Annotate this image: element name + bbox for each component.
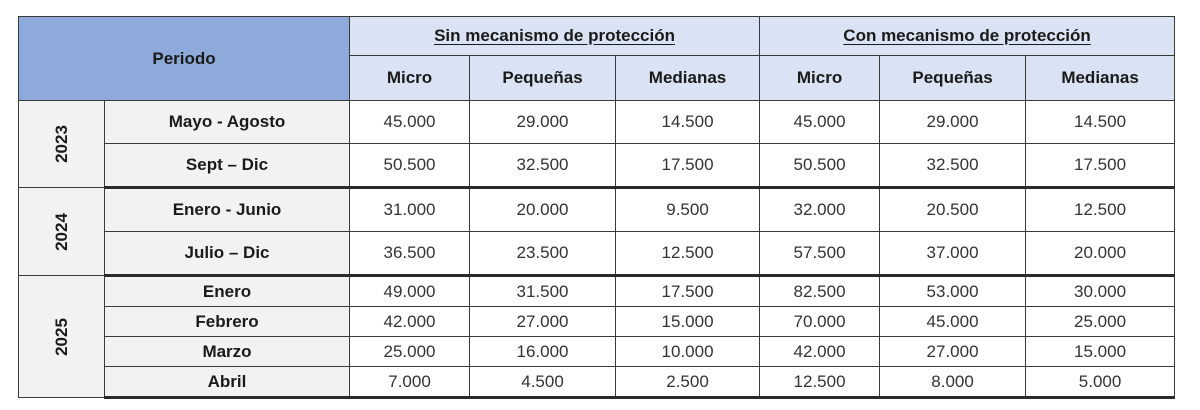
period-label: Sept – Dic: [103, 143, 351, 189]
value-cell: 27.000: [879, 336, 1027, 367]
value-cell: 45.000: [879, 306, 1027, 337]
year-label: 2023: [18, 100, 105, 188]
period-label: Mayo - Agosto: [103, 100, 351, 144]
col-header-pequenas: Pequeñas: [469, 55, 617, 101]
table-row: Febrero 42.000 27.000 15.000 70.000 45.000 25.…: [19, 306, 1176, 337]
value-cell: 8.000: [879, 366, 1027, 399]
col-header-medianas: Medianas: [1025, 55, 1176, 101]
value-cell: 49.000: [349, 275, 471, 307]
value-cell: 25.000: [1025, 306, 1176, 337]
value-cell: 50.500: [759, 143, 881, 189]
table-row: 2025 Enero 49.000 31.500 17.500 82.500 53.000 3…: [18, 275, 1176, 398]
period-label: Enero - Junio: [103, 187, 351, 232]
value-cell: 27.000: [469, 306, 617, 337]
table-row: Sept – Dic 50.500 32.500 17.500 50.500 32.500…: [19, 143, 1176, 189]
value-cell: 30.000: [1025, 275, 1176, 307]
value-cell: 20.000: [1025, 231, 1176, 277]
value-cell: 50.500: [349, 143, 471, 189]
value-cell: 9.500: [615, 187, 761, 232]
period-label: Febrero: [103, 306, 351, 337]
table-row: 2024 Enero - Junio 31.000 20.000 9.500 32.000…: [18, 187, 1176, 276]
table-body: 2023 Mayo - Agosto 45.000 29.000 14.500 45.00…: [18, 100, 1176, 399]
year-label: 2025: [18, 275, 105, 398]
value-cell: 14.500: [1025, 100, 1176, 144]
value-cell: 17.500: [615, 275, 761, 307]
col-header-pequenas: Pequeñas: [879, 55, 1027, 101]
value-cell: 10.000: [615, 336, 761, 367]
value-cell: 32.000: [759, 187, 881, 232]
value-cell: 45.000: [349, 100, 471, 144]
year-text: 2024: [51, 212, 71, 251]
value-cell: 37.000: [879, 231, 1027, 277]
value-cell: 45.000: [759, 100, 881, 144]
period-label: Marzo: [103, 336, 351, 367]
value-cell: 23.500: [469, 231, 617, 277]
value-cell: 31.000: [349, 187, 471, 232]
value-cell: 17.500: [615, 143, 761, 189]
value-cell: 32.500: [469, 143, 617, 189]
table-row: 2023 Mayo - Agosto 45.000 29.000 14.500 45.00…: [18, 100, 1176, 188]
value-cell: 5.000: [1025, 366, 1176, 399]
value-cell: 15.000: [1025, 336, 1176, 367]
period-label: Enero: [103, 275, 351, 307]
value-cell: 82.500: [759, 275, 881, 307]
value-cell: 20.000: [469, 187, 617, 232]
group-header-without-protection: Sin mecanismo de protección: [349, 16, 761, 56]
value-cell: 53.000: [879, 275, 1027, 307]
table-row: Marzo 25.000 16.000 10.000 42.000 27.000 15.00…: [19, 336, 1176, 367]
value-cell: 20.500: [879, 187, 1027, 232]
value-cell: 15.000: [615, 306, 761, 337]
value-cell: 7.000: [349, 366, 471, 399]
year-text: 2025: [51, 317, 71, 356]
table-row: Abril 7.000 4.500 2.500 12.500 8.000 5.000: [19, 366, 1176, 399]
value-cell: 2.500: [615, 366, 761, 399]
value-cell: 36.500: [349, 231, 471, 277]
year-text: 2023: [51, 125, 71, 163]
table-row: Julio – Dic 36.500 23.500 12.500 57.500 37.00…: [19, 231, 1176, 277]
rates-table: Periodo Sin mecanismo de protección Con …: [17, 16, 1176, 399]
value-cell: 57.500: [759, 231, 881, 277]
value-cell: 42.000: [349, 306, 471, 337]
period-label: Abril: [103, 366, 351, 399]
value-cell: 17.500: [1025, 143, 1176, 189]
col-header-micro: Micro: [759, 55, 881, 101]
value-cell: 25.000: [349, 336, 471, 367]
value-cell: 70.000: [759, 306, 881, 337]
value-cell: 12.500: [1025, 187, 1176, 232]
periodo-header: Periodo: [17, 16, 351, 101]
col-header-medianas: Medianas: [615, 55, 761, 101]
value-cell: 16.000: [469, 336, 617, 367]
group-header-with-protection: Con mecanismo de protección: [759, 16, 1176, 56]
value-cell: 12.500: [759, 366, 881, 399]
col-header-micro: Micro: [349, 55, 471, 101]
year-label: 2024: [18, 187, 105, 276]
value-cell: 31.500: [469, 275, 617, 307]
value-cell: 32.500: [879, 143, 1027, 189]
value-cell: 4.500: [469, 366, 617, 399]
value-cell: 14.500: [615, 100, 761, 144]
value-cell: 42.000: [759, 336, 881, 367]
value-cell: 29.000: [879, 100, 1027, 144]
value-cell: 29.000: [469, 100, 617, 144]
value-cell: 12.500: [615, 231, 761, 277]
period-label: Julio – Dic: [103, 231, 351, 277]
